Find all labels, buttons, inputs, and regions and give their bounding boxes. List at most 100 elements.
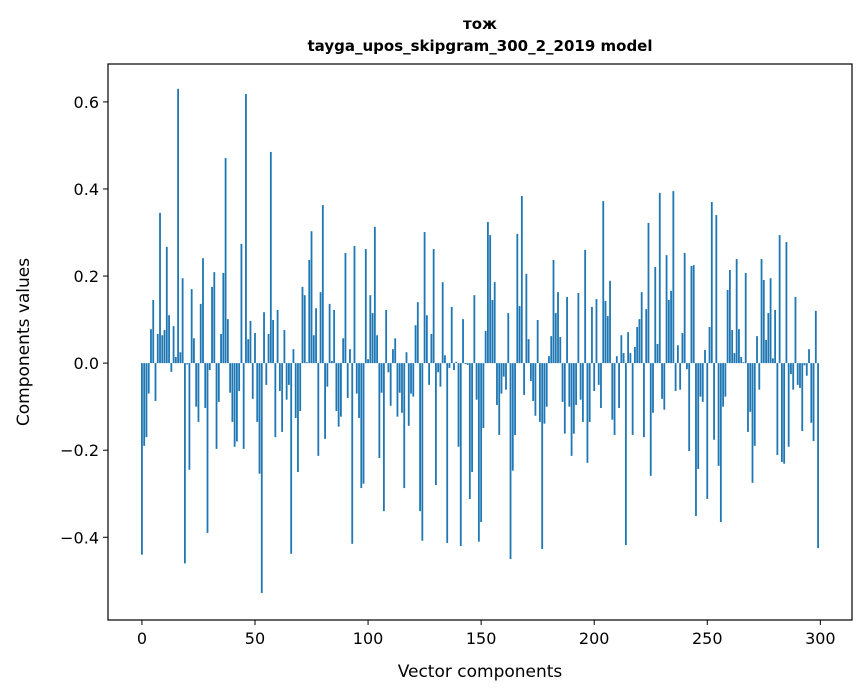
bar [328,303,331,364]
bar [425,315,428,364]
bar [751,363,754,483]
bar [541,363,544,550]
bar [410,363,412,394]
bar [706,363,709,499]
bar [306,362,308,364]
bar [794,296,797,364]
bar [394,338,397,364]
bar [380,363,383,393]
y-axis-label: Components values [14,258,34,426]
bar [224,158,227,364]
bar [649,363,652,476]
bar [238,363,241,391]
bar [575,363,578,405]
x-tick-label: 300 [805,629,836,648]
bar [670,290,672,364]
bar [733,353,736,364]
bar [258,363,261,474]
bar [355,363,358,394]
bar [532,363,535,401]
bar [765,340,767,364]
bar [550,336,553,364]
bar [728,269,731,364]
bar [310,231,313,364]
bar [208,363,211,371]
bar [559,336,562,364]
bar [778,235,781,364]
bar [213,272,216,364]
bar [165,246,168,364]
y-tick-label: −0.4 [60,528,99,547]
bar [814,310,817,364]
bar [747,363,749,432]
bar [297,363,299,472]
bar [150,329,152,364]
bar [640,292,643,364]
bar [389,363,392,406]
bar [491,299,494,364]
bar [584,249,587,364]
bar [416,302,419,364]
bar [414,325,417,364]
bar [812,363,815,442]
bar [204,363,207,408]
bar [634,347,636,364]
bar [799,363,801,388]
bar [609,280,611,364]
bar [229,363,232,393]
bar [767,313,770,364]
bar [554,313,557,364]
bar [202,258,204,364]
bar [529,363,532,381]
bar [638,319,641,364]
bar [358,363,360,418]
bar [240,243,243,364]
bar [679,363,682,390]
bar [315,308,317,364]
bar [658,192,661,364]
bar [656,343,659,364]
x-tick-label: 50 [245,629,265,648]
bar [378,363,381,459]
bar [717,363,720,466]
bar [611,363,614,420]
bar [260,363,263,594]
bar [324,363,326,439]
x-tick-label: 200 [579,629,610,648]
bar [441,282,444,364]
bar [645,309,648,364]
y-tick-label: 0.2 [74,267,99,286]
bar [505,363,507,390]
x-axis-label: Vector components [398,662,563,682]
bar [353,245,356,364]
bar [489,235,492,364]
bar [762,279,765,364]
bar [647,222,650,364]
bar [776,363,779,455]
bar [193,338,195,364]
y-tick-label: 0.6 [74,93,99,112]
bar [285,363,288,400]
bar [695,363,697,516]
bar [606,316,609,364]
bar [283,330,286,364]
bar [514,363,516,435]
bar [267,333,270,364]
bar [697,363,700,469]
bar [321,205,324,364]
bar [145,363,148,438]
bar [738,329,740,364]
bar [459,363,462,546]
bar [708,326,711,364]
bar [602,201,605,364]
bar [330,360,333,364]
bar [753,363,756,446]
bar [600,363,602,408]
bar [715,215,718,364]
bar [663,363,666,410]
bar [726,289,729,364]
bar [548,356,550,364]
bar [543,363,546,424]
bar [367,359,369,364]
bar [783,363,786,464]
